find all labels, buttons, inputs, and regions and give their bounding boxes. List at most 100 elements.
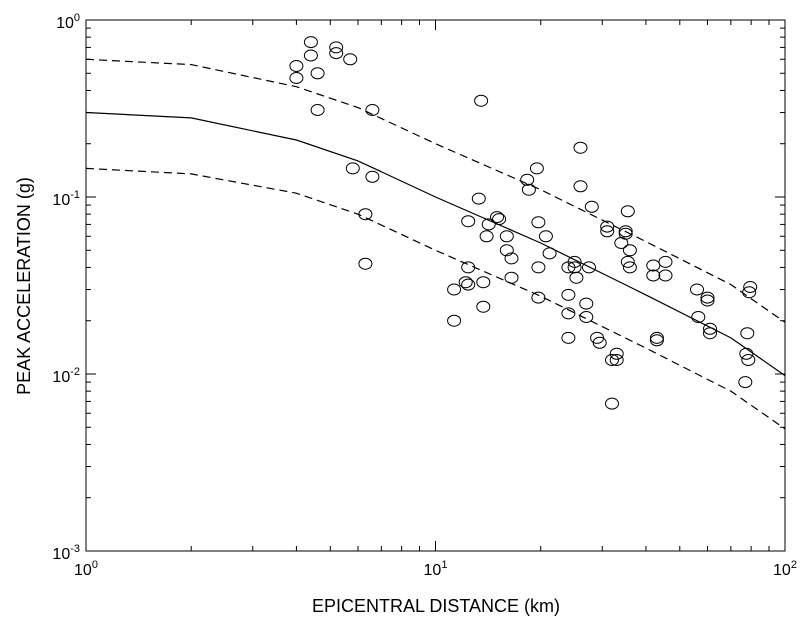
data-point-marker: [521, 183, 536, 196]
data-point-marker: [303, 49, 318, 62]
data-point-marker: [343, 53, 358, 66]
y-tick-label: 10-3: [52, 543, 80, 563]
data-point-marker: [609, 354, 624, 366]
x-axis-title: EPICENTRAL DISTANCE (km): [312, 596, 560, 616]
data-point-marker: [703, 327, 717, 340]
bound-curve-dashed: [85, 167, 786, 430]
data-point-marker: [579, 311, 594, 323]
data-point-marker: [592, 336, 607, 349]
data-point-marker: [499, 244, 514, 257]
data-point-marker: [622, 261, 637, 274]
data-point-marker: [649, 334, 664, 347]
x-tick-label: 101: [424, 559, 448, 579]
data-point-marker: [303, 36, 318, 49]
median-curve: [85, 111, 786, 377]
data-point-marker: [741, 354, 756, 366]
data-point-marker: [310, 67, 325, 80]
model-curves: [85, 58, 786, 430]
data-point-marker: [690, 283, 704, 296]
data-point-marker: [600, 225, 615, 238]
y-tick-label: 10-1: [52, 189, 80, 209]
data-point-marker: [461, 261, 476, 274]
data-point-marker: [504, 271, 519, 284]
data-point-marker: [529, 162, 544, 175]
data-point-marker: [605, 354, 619, 366]
y-axis-title: PEAK ACCELERATION (g): [14, 177, 34, 395]
data-point-marker: [649, 331, 664, 344]
data-point-marker: [520, 173, 535, 186]
data-point-marker: [365, 104, 380, 116]
data-point-marker: [329, 41, 344, 54]
data-point-marker: [582, 261, 596, 274]
data-point-marker: [479, 230, 494, 243]
data-point-marker: [561, 288, 576, 301]
data-point-marker: [742, 286, 757, 299]
data-point-marker: [474, 94, 489, 107]
data-point-marker: [504, 252, 519, 265]
data-point-marker: [358, 208, 373, 221]
data-point-marker: [700, 294, 715, 307]
data-point-marker: [561, 331, 576, 344]
data-point-marker: [567, 255, 582, 268]
data-point-marker: [531, 216, 546, 229]
data-point-marker: [289, 72, 304, 84]
data-point-marker: [738, 376, 753, 389]
x-tick-label: 100: [74, 559, 98, 579]
data-point-marker: [620, 205, 635, 218]
data-point-marker: [691, 311, 706, 323]
data-point-marker: [743, 281, 758, 293]
data-point-marker: [289, 60, 304, 72]
y-tick-label: 100: [56, 12, 80, 32]
plot-frame: [85, 19, 786, 552]
data-point-marker: [476, 300, 491, 313]
data-point-marker: [542, 247, 557, 260]
data-point-marker: [329, 47, 344, 60]
data-point-marker: [605, 397, 619, 410]
data-point-marker: [471, 192, 486, 205]
data-point-marker: [609, 347, 624, 360]
data-point-marker: [447, 283, 462, 296]
bound-curve-dashed: [85, 58, 786, 323]
data-point-marker: [458, 276, 473, 289]
data-point-marker: [447, 314, 462, 327]
axis-ticks: [86, 20, 785, 551]
data-point-marker: [700, 291, 715, 304]
data-point-marker: [358, 257, 373, 270]
data-point-marker: [365, 170, 380, 183]
data-point-marker: [573, 180, 588, 193]
data-point-marker: [499, 230, 514, 243]
data-point-marker: [569, 271, 584, 284]
data-point-marker: [573, 141, 588, 154]
data-point-marker: [618, 227, 633, 240]
data-point-marker: [476, 276, 491, 289]
data-point-marker: [461, 278, 476, 291]
data-point-marker: [492, 213, 507, 226]
x-tick-label: 102: [773, 559, 797, 579]
data-point-marker: [481, 218, 496, 231]
data-point-marker: [531, 261, 546, 274]
data-point-marker: [646, 269, 661, 282]
data-point-marker: [538, 230, 553, 243]
data-point-marker: [622, 244, 637, 257]
data-point-marker: [739, 347, 754, 360]
data-point-marker: [620, 255, 635, 268]
data-point-marker: [579, 297, 594, 310]
data-point-marker: [658, 255, 673, 268]
data-point-marker: [561, 307, 576, 320]
data-point-marker: [584, 200, 599, 213]
data-point-marker: [345, 162, 360, 175]
data-point-marker: [740, 327, 755, 340]
data-point-marker: [310, 104, 325, 116]
data-point-marker: [461, 215, 476, 228]
data-markers: [289, 36, 758, 410]
data-point-marker: [703, 322, 717, 335]
tick-labels: 100 101 102 10-3 10-2 10-1 100: [52, 12, 797, 579]
data-point-marker: [490, 211, 504, 224]
data-point-marker: [531, 291, 546, 304]
data-point-marker: [658, 269, 673, 282]
data-point-marker: [618, 225, 633, 238]
y-tick-label: 10-2: [52, 366, 80, 386]
data-point-marker: [600, 220, 615, 233]
data-point-marker: [646, 259, 661, 272]
